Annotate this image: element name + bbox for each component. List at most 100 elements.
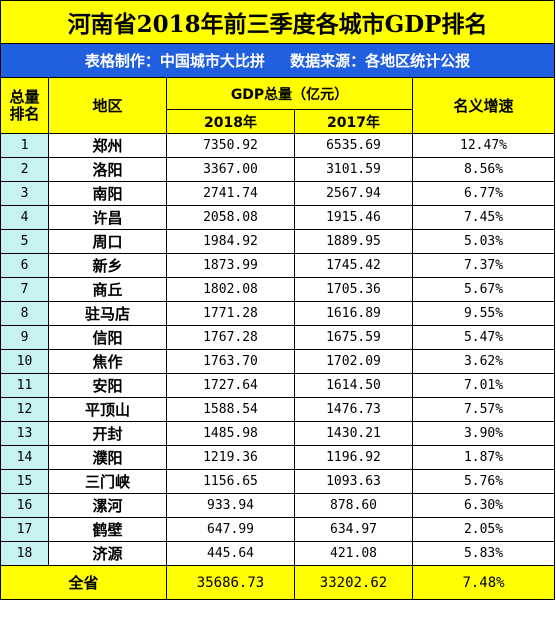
table-row: 11 安阳 1727.64 1614.50 7.01%	[0, 373, 556, 398]
growth-cell: 6.30%	[411, 493, 556, 518]
gdp-2017-cell: 634.97	[294, 517, 413, 542]
city-cell: 三门峡	[48, 469, 167, 494]
rank-cell: 13	[0, 421, 49, 446]
rank-cell: 14	[0, 445, 49, 470]
city-cell: 济源	[48, 541, 167, 566]
gdp-2017-cell: 3101.59	[294, 157, 413, 182]
growth-cell: 7.01%	[411, 373, 556, 398]
maker-credit: 表格制作：中国城市大比拼	[84, 52, 265, 70]
growth-cell: 5.83%	[411, 541, 556, 566]
city-cell: 开封	[48, 421, 167, 446]
header-year-2018: 2018年	[166, 109, 295, 134]
city-cell: 南阳	[48, 181, 167, 206]
rank-cell: 1	[0, 133, 49, 158]
growth-cell: 1.87%	[411, 445, 556, 470]
header-gdp-total: GDP总量（亿元）	[166, 77, 413, 110]
rank-cell: 5	[0, 229, 49, 254]
city-cell: 漯河	[48, 493, 167, 518]
table-row: 18 济源 445.64 421.08 5.83%	[0, 541, 556, 566]
table-row: 13 开封 1485.98 1430.21 3.90%	[0, 421, 556, 446]
gdp-2017-cell: 1476.73	[294, 397, 413, 422]
gdp-2018-cell: 1156.65	[166, 469, 295, 494]
rank-cell: 2	[0, 157, 49, 182]
rank-cell: 4	[0, 205, 49, 230]
city-cell: 周口	[48, 229, 167, 254]
growth-cell: 7.57%	[411, 397, 556, 422]
gdp-table: 河南省2018年前三季度各城市GDP排名 表格制作：中国城市大比拼 数据来源：各…	[0, 0, 556, 600]
gdp-2018-cell: 1588.54	[166, 397, 295, 422]
city-cell: 商丘	[48, 277, 167, 302]
data-source: 数据来源：各地区统计公报	[290, 52, 471, 70]
rank-cell: 7	[0, 277, 49, 302]
growth-cell: 6.77%	[411, 181, 556, 206]
header-growth: 名义增速	[411, 77, 556, 134]
header-rank: 总量排名	[0, 77, 49, 134]
gdp-2018-cell: 7350.92	[166, 133, 295, 158]
city-cell: 平顶山	[48, 397, 167, 422]
total-row: 全省 35686.73 33202.62 7.48%	[0, 565, 556, 600]
gdp-2017-cell: 1093.63	[294, 469, 413, 494]
rank-cell: 9	[0, 325, 49, 350]
gdp-2017-cell: 2567.94	[294, 181, 413, 206]
gdp-2018-cell: 1767.28	[166, 325, 295, 350]
header-region: 地区	[48, 77, 167, 134]
total-label: 全省	[0, 565, 167, 600]
header-row-1: 总量排名 地区 GDP总量（亿元） 名义增速	[0, 77, 556, 134]
total-gdp-2017: 33202.62	[294, 565, 413, 600]
rank-cell: 3	[0, 181, 49, 206]
gdp-2017-cell: 1675.59	[294, 325, 413, 350]
growth-cell: 3.62%	[411, 349, 556, 374]
city-cell: 信阳	[48, 325, 167, 350]
city-cell: 鹤壁	[48, 517, 167, 542]
table-row: 16 漯河 933.94 878.60 6.30%	[0, 493, 556, 518]
table-row: 4 许昌 2058.08 1915.46 7.45%	[0, 205, 556, 230]
growth-cell: 7.37%	[411, 253, 556, 278]
subtitle-row: 表格制作：中国城市大比拼 数据来源：各地区统计公报	[0, 43, 556, 78]
table-row: 12 平顶山 1588.54 1476.73 7.57%	[0, 397, 556, 422]
city-cell: 许昌	[48, 205, 167, 230]
gdp-2018-cell: 1771.28	[166, 301, 295, 326]
table-row: 14 濮阳 1219.36 1196.92 1.87%	[0, 445, 556, 470]
gdp-2017-cell: 1915.46	[294, 205, 413, 230]
growth-cell: 5.47%	[411, 325, 556, 350]
growth-cell: 8.56%	[411, 157, 556, 182]
growth-cell: 5.03%	[411, 229, 556, 254]
growth-cell: 3.90%	[411, 421, 556, 446]
growth-cell: 2.05%	[411, 517, 556, 542]
rank-cell: 10	[0, 349, 49, 374]
gdp-2017-cell: 1705.36	[294, 277, 413, 302]
rank-cell: 8	[0, 301, 49, 326]
total-growth: 7.48%	[411, 565, 556, 600]
city-cell: 郑州	[48, 133, 167, 158]
gdp-2017-cell: 1889.95	[294, 229, 413, 254]
table-row: 5 周口 1984.92 1889.95 5.03%	[0, 229, 556, 254]
table-row: 15 三门峡 1156.65 1093.63 5.76%	[0, 469, 556, 494]
gdp-2018-cell: 2058.08	[166, 205, 295, 230]
city-cell: 焦作	[48, 349, 167, 374]
gdp-2017-cell: 1196.92	[294, 445, 413, 470]
gdp-2018-cell: 933.94	[166, 493, 295, 518]
growth-cell: 12.47%	[411, 133, 556, 158]
table-row: 10 焦作 1763.70 1702.09 3.62%	[0, 349, 556, 374]
gdp-2017-cell: 878.60	[294, 493, 413, 518]
rank-cell: 17	[0, 517, 49, 542]
gdp-2017-cell: 421.08	[294, 541, 413, 566]
table-row: 6 新乡 1873.99 1745.42 7.37%	[0, 253, 556, 278]
city-cell: 新乡	[48, 253, 167, 278]
gdp-2018-cell: 2741.74	[166, 181, 295, 206]
gdp-2017-cell: 6535.69	[294, 133, 413, 158]
rank-cell: 16	[0, 493, 49, 518]
table-row: 17 鹤壁 647.99 634.97 2.05%	[0, 517, 556, 542]
table-row: 9 信阳 1767.28 1675.59 5.47%	[0, 325, 556, 350]
title-row: 河南省2018年前三季度各城市GDP排名	[0, 0, 556, 44]
growth-cell: 5.76%	[411, 469, 556, 494]
header-year-2017: 2017年	[294, 109, 413, 134]
table-title: 河南省2018年前三季度各城市GDP排名	[0, 0, 556, 44]
header-row-2: 2018年 2017年	[1, 109, 555, 134]
gdp-2018-cell: 1727.64	[166, 373, 295, 398]
gdp-2018-cell: 445.64	[166, 541, 295, 566]
gdp-2017-cell: 1702.09	[294, 349, 413, 374]
rank-cell: 6	[0, 253, 49, 278]
rank-cell: 18	[0, 541, 49, 566]
